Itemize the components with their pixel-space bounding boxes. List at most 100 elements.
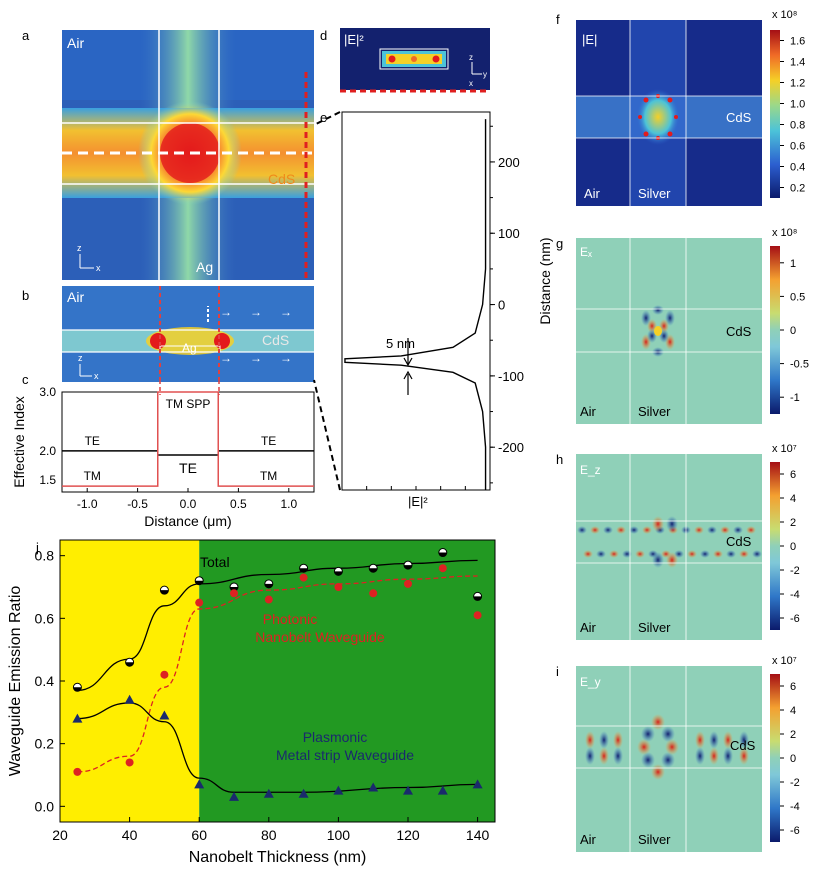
title-i: E_y xyxy=(580,675,601,689)
index-line-0 xyxy=(62,450,314,456)
ytick-c: 2.0 xyxy=(39,444,56,458)
scale-f: x 10⁸ xyxy=(772,9,797,21)
panel-letter-c: c xyxy=(22,372,29,387)
colorbar-tick: 0 xyxy=(790,541,796,553)
svg-text:→: → xyxy=(280,305,292,319)
cds-label-b: CdS xyxy=(262,332,289,348)
colorbar-tick: 6 xyxy=(790,681,796,693)
colorbar-tick: 1 xyxy=(790,258,796,270)
panel-letter-i: i xyxy=(556,664,559,679)
colorbar-g xyxy=(770,246,780,414)
colorbar-tick: -2 xyxy=(790,777,800,789)
xtick-c: -1.0 xyxy=(77,497,98,511)
point-photonic xyxy=(438,564,447,573)
axes-icon-d: z y x xyxy=(469,53,487,88)
ag-label-a: Ag xyxy=(196,259,213,275)
panel-c: c -1.0 -0.5 0.0 0.5 1.0 3.0 2.0 1.5 Distance (μm… xyxy=(11,372,315,529)
panel-i: i E_y CdS Air Silver x 10⁷ 6 4 2 0 -2 -4 -6 xyxy=(556,655,800,852)
metal-label-g: Silver xyxy=(638,404,671,419)
colorbar-tick: 6 xyxy=(790,469,796,481)
xtick-j: 140 xyxy=(466,827,490,843)
air-label-g: Air xyxy=(580,404,597,419)
panel-g: g Eₓ CdS Air Silver x 10⁸ 1 0.5 0 -0.5 -1 xyxy=(556,227,809,424)
field-map-h xyxy=(576,454,762,640)
panel-letter-b: b xyxy=(22,288,29,303)
field-profile-chart: 200 100 0 -100 -200 Distance (nm) xyxy=(341,111,553,491)
metal-label-h: Silver xyxy=(638,620,671,635)
metal-label-f: Silver xyxy=(638,186,671,201)
cds-label-h: CdS xyxy=(726,534,752,549)
air-label-h: Air xyxy=(580,620,597,635)
colorbar-tick: 0.4 xyxy=(790,162,805,174)
ytick-j: 0.4 xyxy=(35,673,55,689)
svg-text:→: → xyxy=(250,351,262,365)
point-photonic xyxy=(230,589,238,598)
svg-text:x: x xyxy=(96,263,101,273)
point-photonic xyxy=(125,758,134,767)
trend-curve-1 xyxy=(77,575,478,773)
colorbar-tick: -4 xyxy=(790,589,800,601)
xtick-c: 0.5 xyxy=(230,497,247,511)
air-label-i: Air xyxy=(580,832,597,847)
title-h: E_z xyxy=(580,463,601,477)
xtick-c: -0.5 xyxy=(127,497,148,511)
point-photonic xyxy=(299,573,308,582)
colorbar-tick: 0.8 xyxy=(790,120,805,132)
photonic-label: Photonic xyxy=(263,611,317,627)
panel-f: f |E| CdS Air Silver x 10⁸ 1.6 1.4 1.2 1.0 0… xyxy=(556,9,805,206)
panel-letter-g: g xyxy=(556,236,563,251)
colorbar-tick: 0.5 xyxy=(790,291,805,303)
point-plasmonic xyxy=(472,779,483,789)
te-label-right: TE xyxy=(261,434,276,448)
axes-icon-a: z x xyxy=(77,243,101,273)
colorbar-tick: 4 xyxy=(790,493,796,505)
ytick-e: -100 xyxy=(498,369,524,384)
xtick-c: 0.0 xyxy=(180,497,197,511)
colorbar-tick: -2 xyxy=(790,565,800,577)
te-label-left: TE xyxy=(85,434,100,448)
ylabel-j: Waveguide Emission Ratio xyxy=(7,586,24,777)
plot-frame-e xyxy=(341,111,491,491)
xtick-j: 120 xyxy=(396,827,420,843)
photonic-region xyxy=(60,540,200,822)
tm-label-right: TM xyxy=(260,469,277,483)
colorbar-tick: 4 xyxy=(790,705,796,717)
svg-text:→: → xyxy=(220,305,232,319)
plasmonic-label: Plasmonic xyxy=(303,729,368,745)
photonic-label-2: Nanobelt Waveguide xyxy=(255,629,385,645)
air-label-a: Air xyxy=(67,35,84,51)
xtick-j: 20 xyxy=(52,827,68,843)
ytick-j: 0.6 xyxy=(35,610,55,626)
panel-letter-e: e xyxy=(320,110,327,125)
point-plasmonic xyxy=(403,785,413,795)
ytick-j: 0.0 xyxy=(35,798,55,814)
point-plasmonic xyxy=(263,788,274,798)
point-photonic xyxy=(73,767,82,776)
point-plasmonic xyxy=(159,710,170,720)
point-photonic xyxy=(404,579,412,588)
point-photonic xyxy=(334,583,343,591)
ytick-j: 0.2 xyxy=(35,736,55,752)
colorbar-tick: -0.5 xyxy=(790,359,809,371)
colorbar-tick: 0 xyxy=(790,753,796,765)
ytick-c: 3.0 xyxy=(39,385,56,399)
plasmonic-region xyxy=(199,540,495,822)
panel-h: h E_z CdS Air Silver x 10⁷ 6 4 2 0 -2 -4 -6 xyxy=(556,443,800,640)
panel-letter-f: f xyxy=(556,12,560,27)
point-plasmonic xyxy=(72,713,83,723)
cds-label-a: CdS xyxy=(268,171,295,187)
colorbar-i xyxy=(770,674,780,842)
svg-text:z: z xyxy=(469,53,473,62)
point-photonic xyxy=(473,611,482,620)
point-plasmonic xyxy=(368,782,379,792)
xtick-j: 80 xyxy=(261,827,277,843)
ytick-j: 0.8 xyxy=(35,548,55,564)
svg-text:→: → xyxy=(280,351,292,365)
field-label-e: |E|² xyxy=(408,494,428,509)
point-plasmonic xyxy=(333,785,344,795)
cds-label-g: CdS xyxy=(726,324,752,339)
svg-text:→: → xyxy=(250,305,262,319)
xlabel-j: Nanobelt Thickness (nm) xyxy=(189,849,367,866)
point-photonic xyxy=(160,670,169,679)
tm-label-left: TM xyxy=(84,469,101,483)
